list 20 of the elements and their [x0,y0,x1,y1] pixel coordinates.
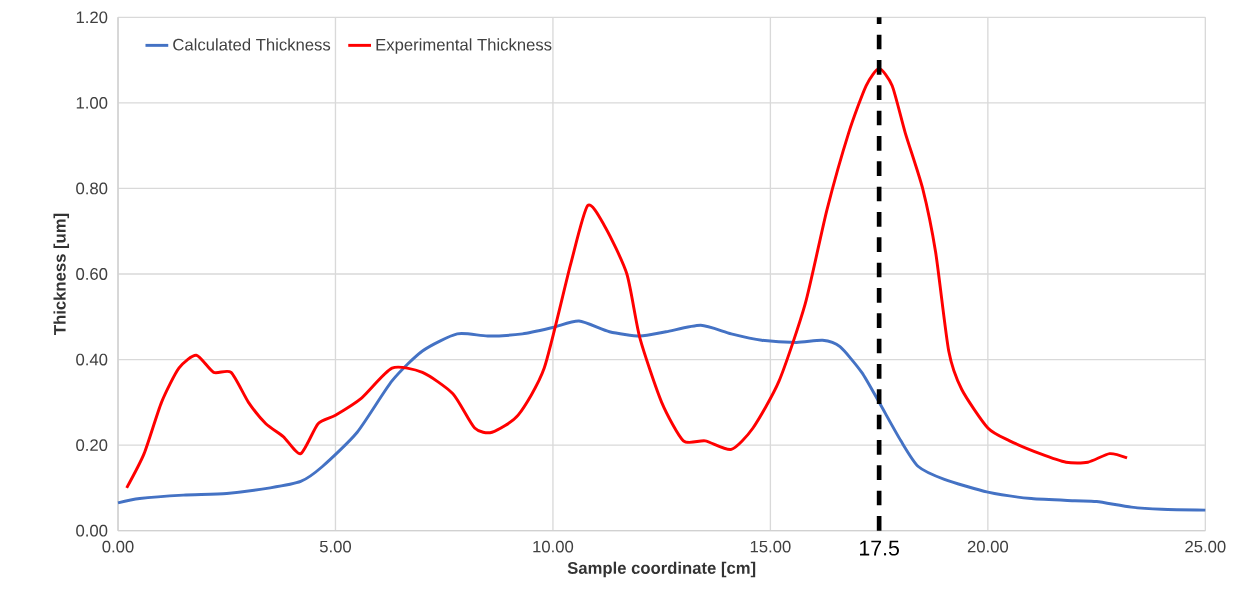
y-tick-label: 0.60 [76,267,108,280]
line-series [125,67,1129,490]
line-series [116,319,1207,512]
y-axis-title: Thickness [um] [53,213,70,335]
x-tick-label: 10.00 [533,540,574,553]
y-tick-label: 0.20 [76,439,108,451]
x-tick-label: 20.00 [967,540,1009,553]
x-tick-label: 5.00 [319,540,352,553]
x-tick-label: 25.00 [1185,540,1226,553]
legend-label: Experimental Thickness [376,38,552,54]
y-tick-label: 0.00 [76,524,108,537]
x-tick-label: 0.00 [102,540,134,553]
legend-label: Calculated Thickness [173,38,331,51]
x-axis-title: Sample coordinate [cm] [567,561,756,578]
y-tick-label: 0.40 [76,353,108,366]
y-tick-label: 1.20 [76,11,108,24]
y-tick-label: 0.80 [76,182,108,195]
x-tick-label: 15.00 [750,540,791,553]
y-tick-label: 1.00 [76,96,108,109]
ref-line-label: 17.5 [860,540,899,556]
